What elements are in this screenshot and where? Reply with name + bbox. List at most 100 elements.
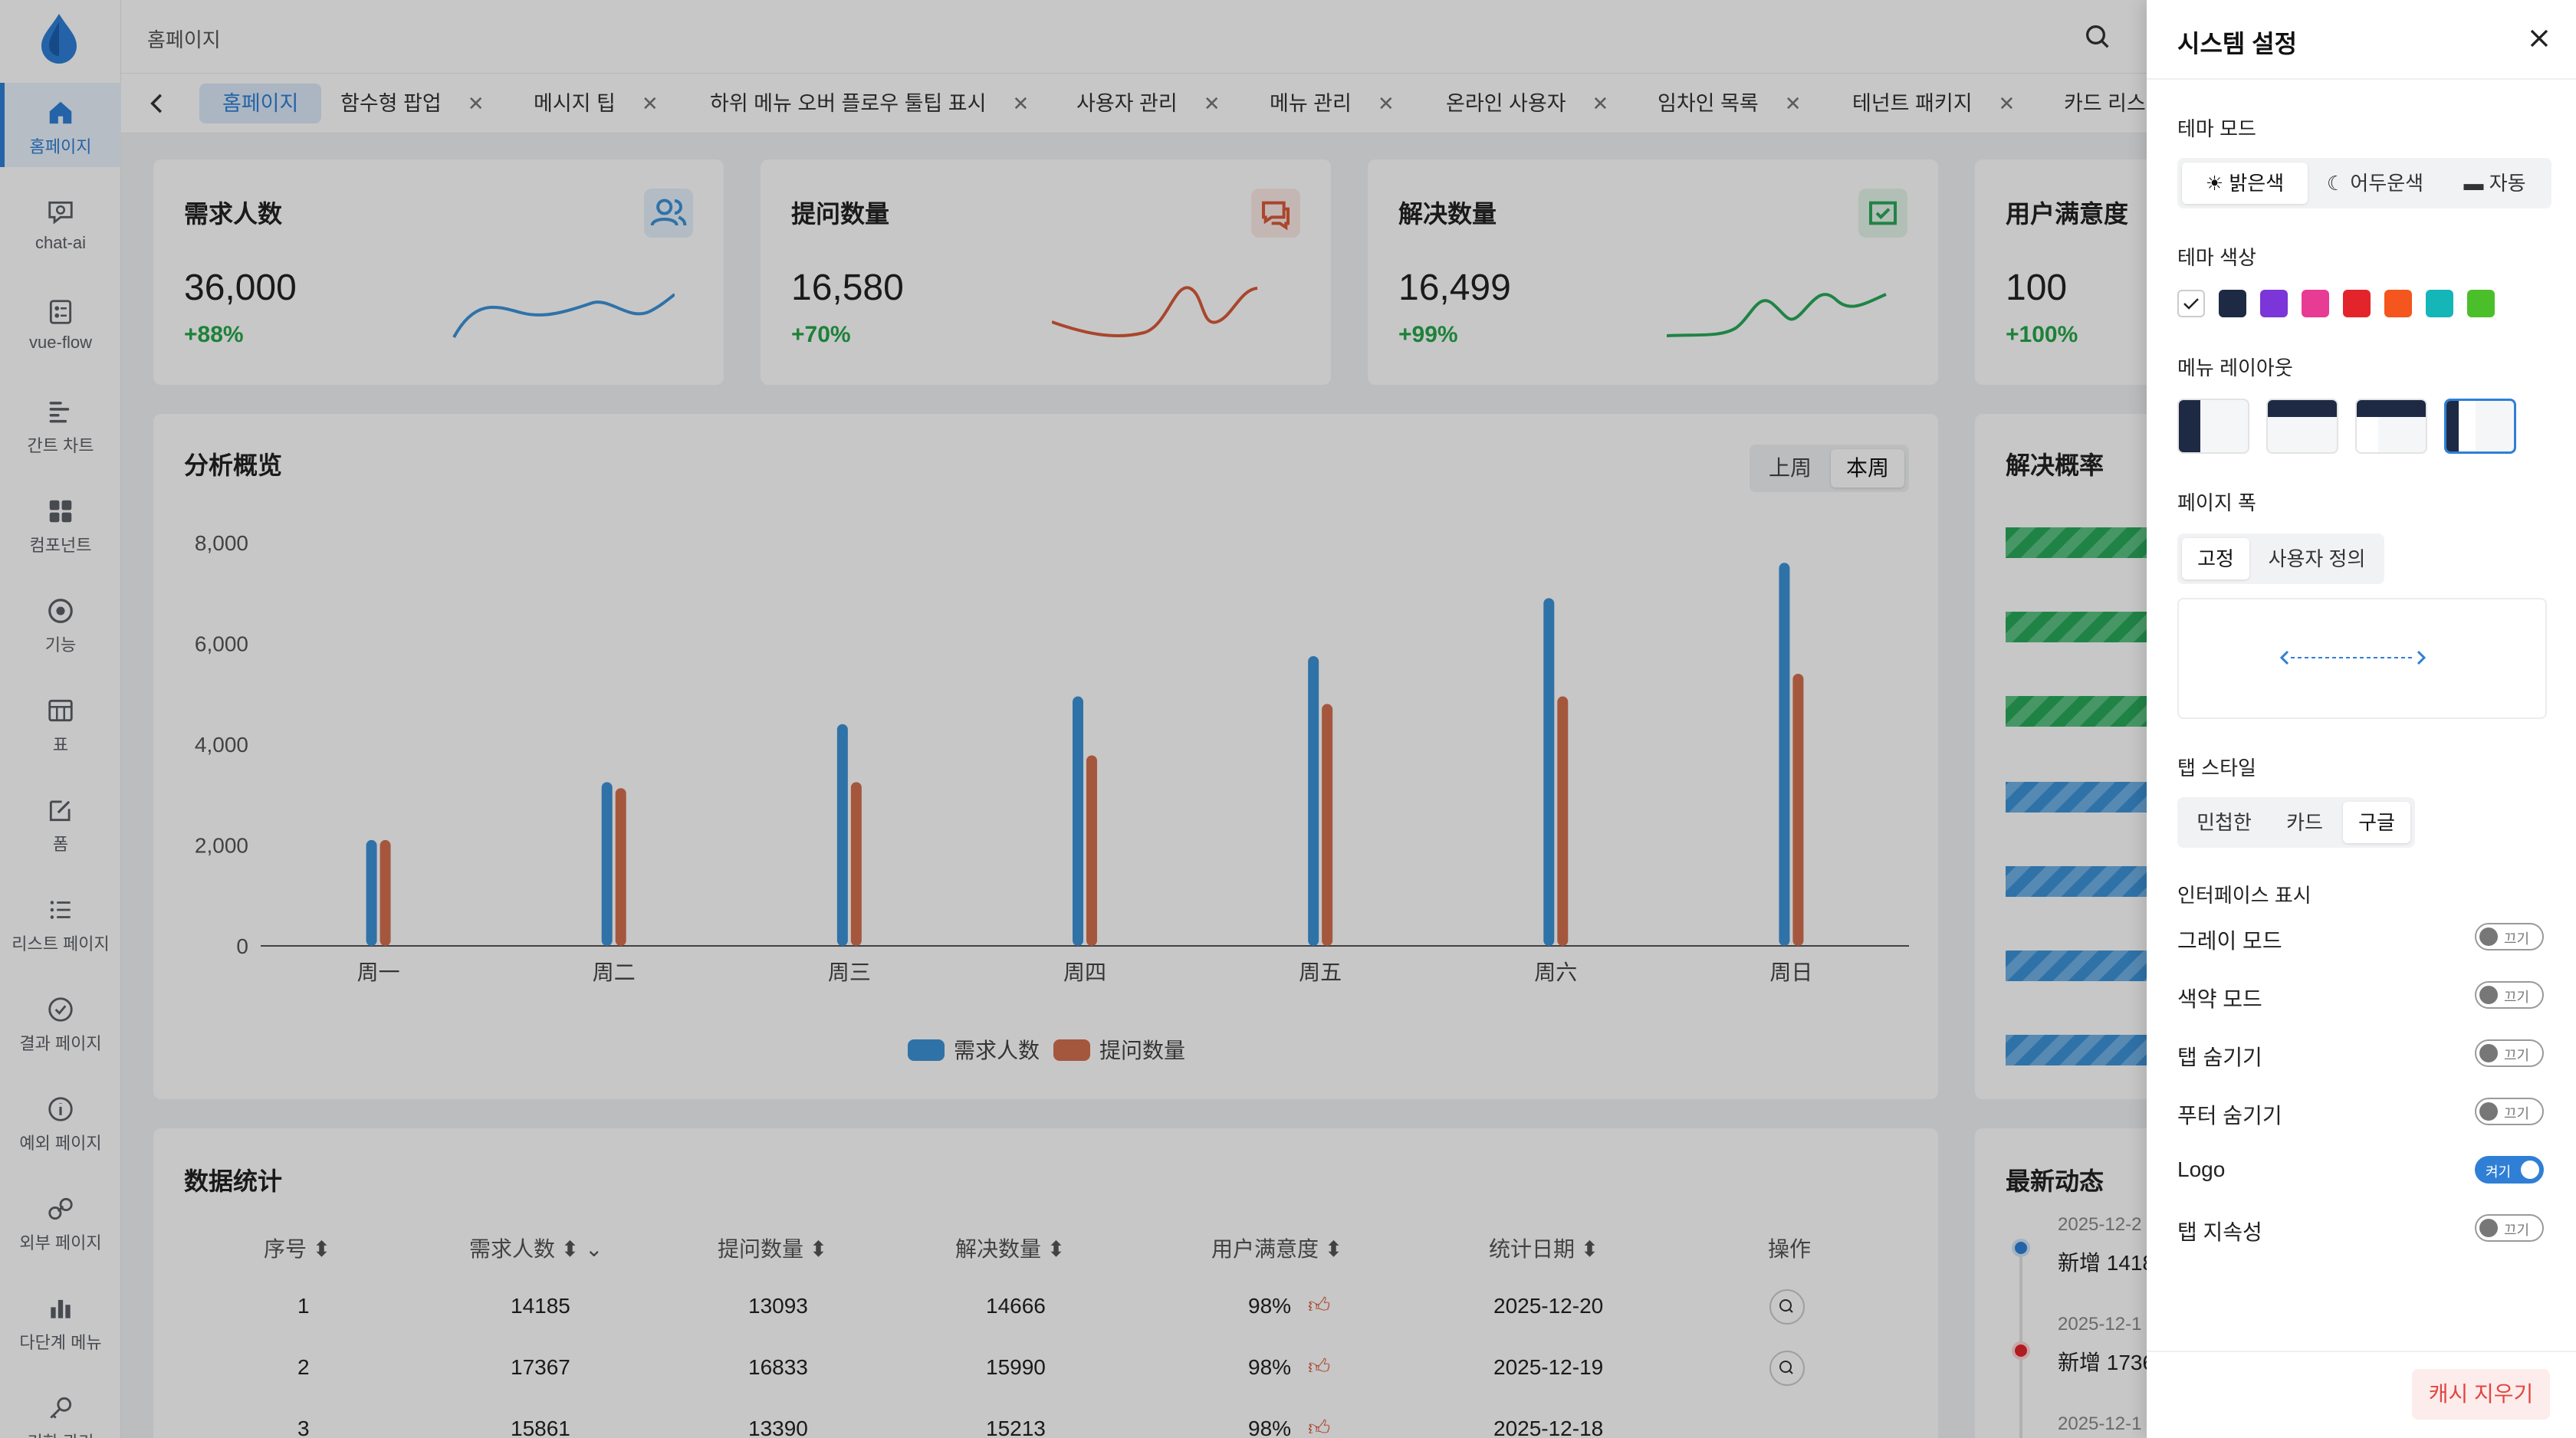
tab-style-google-option[interactable]: 구글 <box>2343 802 2410 843</box>
chevron-left-icon[interactable] <box>143 89 172 118</box>
search-icon[interactable] <box>1768 1288 1806 1326</box>
sidebar-item-table[interactable]: 표 <box>0 681 121 765</box>
sidebar-item-list-page[interactable]: 리스트 페이지 <box>0 880 121 964</box>
theme-light-option[interactable]: ☀ 밝은색 <box>2182 163 2308 204</box>
tab-online-users[interactable]: 온라인 사용자 ✕ <box>1446 84 1608 123</box>
close-icon[interactable]: ✕ <box>641 92 659 115</box>
column-header-satisfaction[interactable]: 用户满意度 ⬍ <box>1211 1237 1343 1261</box>
stat-title: 需求人数 <box>184 200 283 228</box>
sidebar-item-vue-flow[interactable]: vue-flow <box>0 282 121 366</box>
column-header-demand[interactable]: 需求人数 ⬍ ⌄ <box>469 1237 603 1261</box>
tab-tenant-package[interactable]: 테넌트 패키지 ✕ <box>1852 84 2015 123</box>
close-icon[interactable]: ✕ <box>467 92 485 115</box>
tab-submenu-overflow[interactable]: 하위 메뉴 오버 플로우 툴팁 표시 ✕ <box>710 84 1029 123</box>
sidebar-item-gantt[interactable]: 간트 차트 <box>0 382 121 466</box>
sidebar-item-form[interactable]: 폼 <box>0 780 121 865</box>
chat-search-icon <box>48 201 73 225</box>
legend-label: 需求人数 <box>954 1039 1040 1062</box>
cell-id: 1 <box>297 1294 310 1318</box>
stat-card-demand: 需求人数 36,000 +88% <box>153 159 724 385</box>
sidebar-item-components[interactable]: 컴포넌트 <box>0 481 121 566</box>
hide-tabs-toggle[interactable]: 끄기 <box>2475 1039 2544 1067</box>
swatch-green[interactable] <box>2467 290 2495 317</box>
sidebar-item-chat-ai[interactable]: chat-ai <box>0 182 121 267</box>
sidebar-item-label: 간트 차트 <box>27 436 94 455</box>
close-icon[interactable]: ✕ <box>1012 92 1030 115</box>
tab-user-management[interactable]: 사용자 관리 ✕ <box>1076 84 1221 123</box>
theme-dark-option[interactable]: ☾ 어두운색 <box>2326 172 2424 195</box>
tab-style-agile-option[interactable]: 민첩한 <box>2196 811 2252 834</box>
swatch-pink[interactable] <box>2302 290 2329 317</box>
close-icon[interactable]: ✕ <box>1203 92 1221 115</box>
swatch-orange[interactable] <box>2384 290 2412 317</box>
search-icon[interactable] <box>2082 21 2113 52</box>
close-icon[interactable]: ✕ <box>1377 92 1395 115</box>
toggle-label: 탭 숨기기 <box>2177 1046 2262 1069</box>
tab-persistence-toggle[interactable]: 끄기 <box>2475 1214 2544 1242</box>
sidebar-item-multilevel-menu[interactable]: 다단계 메뉴 <box>0 1279 121 1363</box>
close-icon[interactable] <box>2524 23 2555 54</box>
sidebar-item-home[interactable]: 홈페이지 <box>0 83 121 167</box>
logo-icon[interactable] <box>34 11 84 64</box>
close-icon[interactable]: ✕ <box>1592 92 1609 115</box>
page-width-fixed-option[interactable]: 고정 <box>2182 538 2249 579</box>
sidebar-item-external-page[interactable]: 외부 페이지 <box>0 1179 121 1263</box>
search-icon[interactable] <box>1768 1349 1806 1387</box>
column-header-date[interactable]: 统计日期 ⬍ <box>1489 1237 1599 1261</box>
page-width-custom-option[interactable]: 사용자 정의 <box>2268 547 2366 570</box>
x-tick-label: 周六 <box>1534 960 1577 984</box>
y-tick-label: 8,000 <box>195 531 248 555</box>
cell-date: 2025-12-19 <box>1493 1355 1604 1379</box>
monitor-icon: ▬ <box>2463 172 2489 195</box>
tab-card-list[interactable]: 카드 리스 <box>2064 84 2146 123</box>
toggle-state: 끄기 <box>2504 1048 2530 1063</box>
column-header-id[interactable]: 序号 ⬍ <box>264 1237 331 1261</box>
breadcrumb[interactable]: 홈페이지 <box>147 28 221 51</box>
settings-drawer: 시스템 설정 테마 모드 ☀ 밝은색 ☾ 어두운색 ▬ 자동 테마 색상 메뉴 … <box>2147 0 2576 1438</box>
last-week-option[interactable]: 上周 <box>1768 456 1812 480</box>
close-icon[interactable]: ✕ <box>1998 92 2016 115</box>
tab-functional-popup[interactable]: 함수형 팝업 ✕ <box>340 84 485 123</box>
toggle-label: 색약 모드 <box>2177 987 2262 1011</box>
sidebar-item-permission[interactable]: 기한 관리 <box>0 1378 121 1438</box>
sun-icon: ☀ <box>2205 172 2229 195</box>
layout-mixed-option[interactable] <box>2355 399 2427 454</box>
tab-style-card-option[interactable]: 카드 <box>2286 811 2323 834</box>
color-weak-mode-toggle[interactable]: 끄기 <box>2475 981 2544 1009</box>
swatch-teal[interactable] <box>2426 290 2453 317</box>
sidebar-item-label: 예외 페이지 <box>19 1134 102 1153</box>
sidebar-item-exception-page[interactable]: 예외 페이지 <box>0 1079 121 1164</box>
tab-menu-management[interactable]: 메뉴 관리 ✕ <box>1270 84 1395 123</box>
activity-text: 新增 1736 <box>2058 1351 2155 1374</box>
swatch-navy[interactable] <box>2219 290 2246 317</box>
swatch-purple[interactable] <box>2260 290 2288 317</box>
column-header-solved[interactable]: 解决数量 ⬍ <box>955 1237 1066 1261</box>
clear-cache-button[interactable]: 캐시 지우기 <box>2412 1369 2550 1420</box>
column-header-questions[interactable]: 提问数量 ⬍ <box>718 1237 828 1261</box>
logo-toggle[interactable]: 켜기 <box>2475 1156 2544 1184</box>
drawer-overlay[interactable] <box>0 0 2147 1438</box>
hide-footer-toggle[interactable]: 끄기 <box>2475 1098 2544 1125</box>
cell-questions: 13093 <box>748 1294 808 1318</box>
tab-home[interactable]: 홈페이지 <box>199 84 322 123</box>
close-icon[interactable]: ✕ <box>1784 92 1802 115</box>
sidebar-item-result-page[interactable]: 결과 페이지 <box>0 980 121 1064</box>
swatch-red[interactable] <box>2343 290 2371 317</box>
check-icon <box>2183 298 2199 310</box>
sidebar-item-features[interactable]: 기능 <box>0 581 121 665</box>
tab-label: 온라인 사용자 <box>1446 92 1566 115</box>
tab-message-tip[interactable]: 메시지 팁 ✕ <box>534 84 659 123</box>
section-title: 数据统计 <box>184 1167 283 1195</box>
flow-icon <box>49 300 72 324</box>
bar-demand <box>1543 598 1555 946</box>
layout-double-column-option[interactable] <box>2444 399 2516 454</box>
swatch-white[interactable] <box>2177 290 2205 317</box>
layout-vertical-option[interactable] <box>2177 399 2249 454</box>
this-week-option[interactable]: 本周 <box>1831 449 1904 488</box>
tab-tenant-list[interactable]: 임차인 목록 ✕ <box>1658 84 1802 123</box>
gray-mode-toggle[interactable]: 끄기 <box>2475 923 2544 950</box>
tab-style-segment: 민첩한 카드 구글 <box>2177 797 2415 848</box>
theme-auto-option[interactable]: ▬ 자동 <box>2463 172 2526 195</box>
layout-horizontal-option[interactable] <box>2266 399 2338 454</box>
